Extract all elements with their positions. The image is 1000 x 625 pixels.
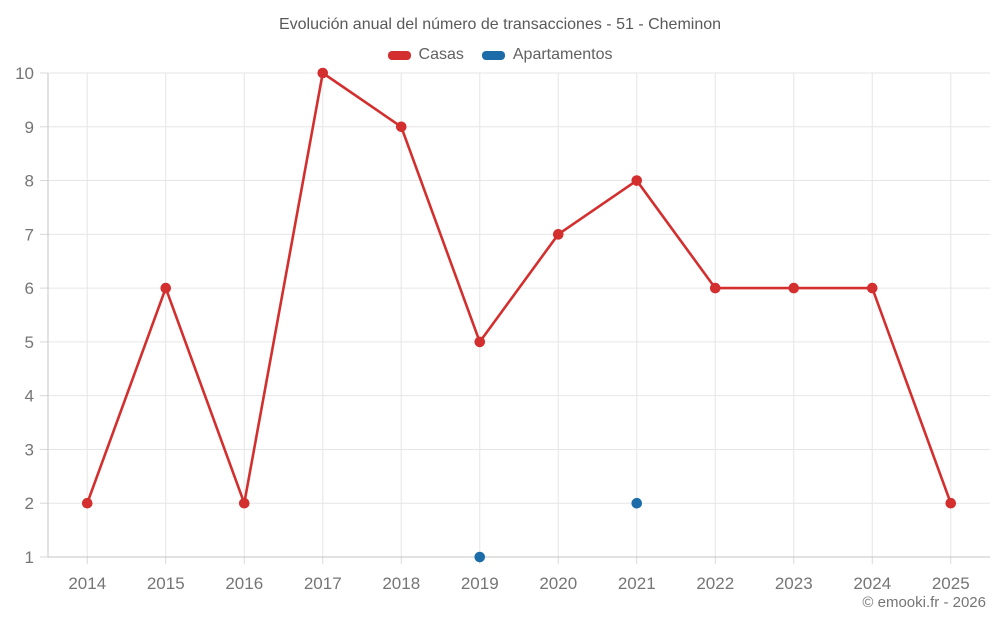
data-point-casas-2017[interactable] — [317, 67, 329, 79]
data-point-casas-2022[interactable] — [709, 282, 721, 294]
y-axis-label: 7 — [25, 225, 34, 244]
y-axis-label: 4 — [25, 387, 34, 406]
legend-item-casas[interactable]: Casas — [387, 46, 464, 64]
series-line-casas — [85, 71, 953, 505]
x-axis-label: 2014 — [68, 574, 106, 593]
data-point-casas-2018[interactable] — [395, 121, 407, 133]
x-axis-label: 2017 — [304, 574, 342, 593]
x-axis-label: 2022 — [696, 574, 734, 593]
data-point-casas-2023[interactable] — [788, 282, 800, 294]
data-point-casas-2014[interactable] — [81, 497, 93, 509]
data-point-casas-2025[interactable] — [945, 497, 957, 509]
legend: Casas Apartamentos — [0, 46, 1000, 64]
x-axis-label: 2016 — [225, 574, 263, 593]
data-point-casas-2016[interactable] — [238, 497, 250, 509]
x-axis-label: 2018 — [382, 574, 420, 593]
legend-swatch-apartamentos — [481, 50, 505, 60]
y-axis-label: 9 — [25, 118, 34, 137]
legend-swatch-casas — [387, 50, 411, 60]
y-axis-label: 1 — [25, 548, 34, 567]
y-axis-label: 3 — [25, 440, 34, 459]
y-axis-label: 2 — [25, 494, 34, 513]
x-axis-label: 2021 — [618, 574, 656, 593]
x-axis-label: 2025 — [932, 574, 970, 593]
legend-label-casas: Casas — [418, 46, 464, 63]
x-axis-label: 2019 — [461, 574, 499, 593]
y-axis-label: 10 — [15, 64, 34, 83]
y-axis-label: 8 — [25, 172, 34, 191]
chart-title: Evolución anual del número de transaccio… — [278, 16, 722, 33]
legend-label-apartamentos: Apartamentos — [512, 46, 613, 63]
x-axis-label: 2023 — [775, 574, 813, 593]
y-axis-label: 6 — [25, 279, 34, 298]
data-point-casas-2024[interactable] — [866, 282, 878, 294]
x-axis-label: 2015 — [147, 574, 185, 593]
x-axis-label: 2024 — [853, 574, 891, 593]
copyright-text: © emooki.fr - 2026 — [862, 594, 986, 611]
data-point-apartamentos-2019[interactable] — [474, 551, 486, 563]
x-axis-label: 2020 — [539, 574, 577, 593]
data-point-casas-2020[interactable] — [552, 229, 564, 240]
data-point-casas-2019[interactable] — [474, 336, 486, 348]
data-point-casas-2021[interactable] — [631, 175, 643, 186]
y-axis-label: 5 — [25, 333, 34, 352]
data-point-casas-2015[interactable] — [160, 282, 172, 294]
data-point-apartamentos-2021[interactable] — [631, 497, 643, 509]
legend-item-apartamentos[interactable]: Apartamentos — [481, 46, 613, 64]
